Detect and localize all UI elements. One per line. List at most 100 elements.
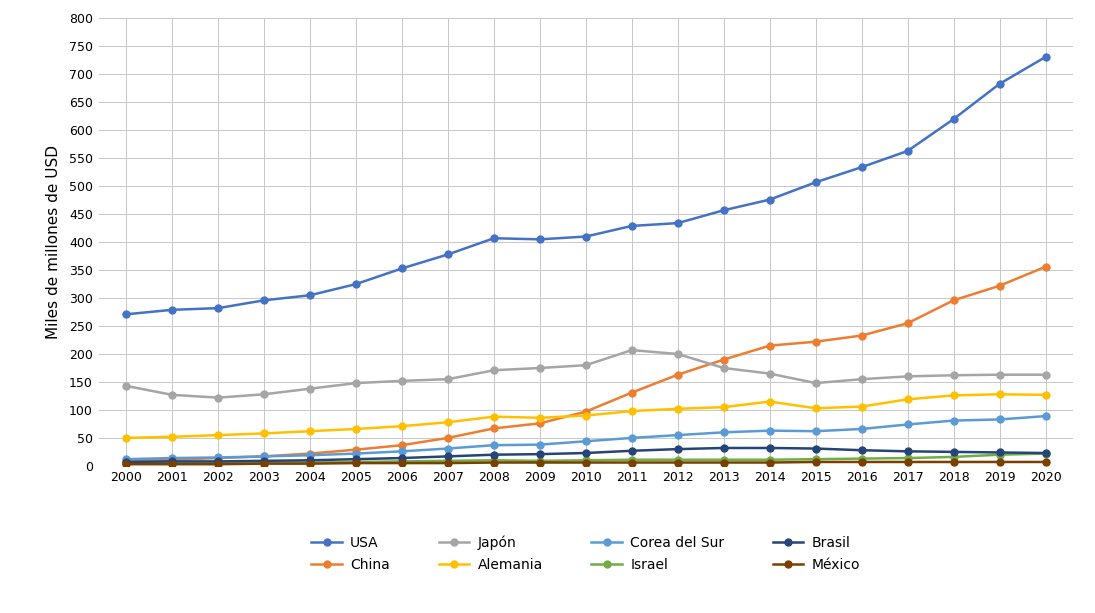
Japón xyxy=(211,394,224,402)
Alemania xyxy=(809,405,822,412)
Brasil xyxy=(625,447,638,454)
Alemania xyxy=(947,392,960,399)
Alemania xyxy=(993,390,1006,398)
Corea del Sur xyxy=(211,454,224,461)
Japón xyxy=(349,379,362,387)
Israel xyxy=(579,457,592,464)
Corea del Sur xyxy=(533,441,546,448)
USA xyxy=(763,196,776,204)
Alemania xyxy=(257,430,270,437)
USA xyxy=(717,207,730,214)
México xyxy=(671,459,684,466)
Brasil xyxy=(717,444,730,452)
México xyxy=(257,460,270,467)
Corea del Sur xyxy=(119,455,132,463)
China xyxy=(533,420,546,427)
Israel xyxy=(947,453,960,460)
Alemania xyxy=(579,412,592,419)
Alemania xyxy=(395,422,408,430)
Israel xyxy=(901,454,914,462)
Brasil xyxy=(947,448,960,455)
Japón xyxy=(993,371,1006,378)
Corea del Sur xyxy=(855,425,868,433)
Corea del Sur xyxy=(763,427,776,435)
Alemania xyxy=(303,427,316,435)
Line: China: China xyxy=(123,263,1049,464)
USA xyxy=(579,233,592,240)
China xyxy=(303,450,316,457)
Japón xyxy=(625,346,638,354)
Israel xyxy=(855,455,868,462)
Line: Corea del Sur: Corea del Sur xyxy=(123,413,1049,463)
USA xyxy=(947,115,960,123)
Japón xyxy=(947,371,960,379)
México xyxy=(901,459,914,466)
Israel xyxy=(395,458,408,465)
Israel xyxy=(533,457,546,465)
USA xyxy=(901,147,914,154)
Brasil xyxy=(1039,449,1052,457)
Corea del Sur xyxy=(809,427,822,435)
China xyxy=(211,454,224,462)
Corea del Sur xyxy=(901,421,914,428)
México xyxy=(763,459,776,466)
México xyxy=(1039,459,1052,466)
México xyxy=(717,459,730,466)
China xyxy=(993,282,1006,289)
China xyxy=(901,319,914,327)
USA xyxy=(1039,53,1052,61)
Israel xyxy=(1039,450,1052,457)
Israel xyxy=(211,459,224,466)
USA xyxy=(303,292,316,299)
USA xyxy=(119,311,132,318)
Brasil xyxy=(855,446,868,454)
Israel xyxy=(809,455,822,463)
Israel xyxy=(257,459,270,466)
Alemania xyxy=(763,398,776,405)
Brasil xyxy=(257,457,270,465)
México xyxy=(533,459,546,466)
China xyxy=(671,371,684,378)
Corea del Sur xyxy=(717,428,730,436)
México xyxy=(441,459,454,466)
China xyxy=(441,434,454,441)
USA xyxy=(809,178,822,186)
Israel xyxy=(763,456,776,463)
China xyxy=(579,408,592,415)
Corea del Sur xyxy=(1039,413,1052,420)
China xyxy=(763,342,776,349)
Alemania xyxy=(901,395,914,403)
Alemania xyxy=(671,405,684,413)
Israel xyxy=(441,457,454,465)
USA xyxy=(855,164,868,171)
Brasil xyxy=(579,449,592,457)
USA xyxy=(487,235,500,242)
Corea del Sur xyxy=(947,417,960,424)
China xyxy=(717,356,730,364)
Legend: USA, China, Japón, Alemania, Corea del Sur, Israel, Brasil, México: USA, China, Japón, Alemania, Corea del S… xyxy=(311,536,861,573)
Japón xyxy=(809,379,822,387)
China xyxy=(1039,263,1052,270)
Brasil xyxy=(671,446,684,453)
Corea del Sur xyxy=(579,438,592,445)
Corea del Sur xyxy=(257,452,270,460)
México xyxy=(947,459,960,466)
Corea del Sur xyxy=(303,452,316,459)
Japón xyxy=(257,390,270,398)
Israel xyxy=(165,459,178,466)
Israel xyxy=(993,451,1006,459)
Corea del Sur xyxy=(625,434,638,441)
Japón xyxy=(165,391,178,398)
Japón xyxy=(533,364,546,371)
México xyxy=(165,460,178,468)
China xyxy=(625,389,638,396)
China xyxy=(855,332,868,339)
Japón xyxy=(119,383,132,390)
USA xyxy=(441,251,454,258)
USA xyxy=(671,219,684,227)
Corea del Sur xyxy=(349,450,362,457)
Alemania xyxy=(165,433,178,441)
México xyxy=(855,459,868,466)
Brasil xyxy=(533,451,546,458)
México xyxy=(349,459,362,466)
